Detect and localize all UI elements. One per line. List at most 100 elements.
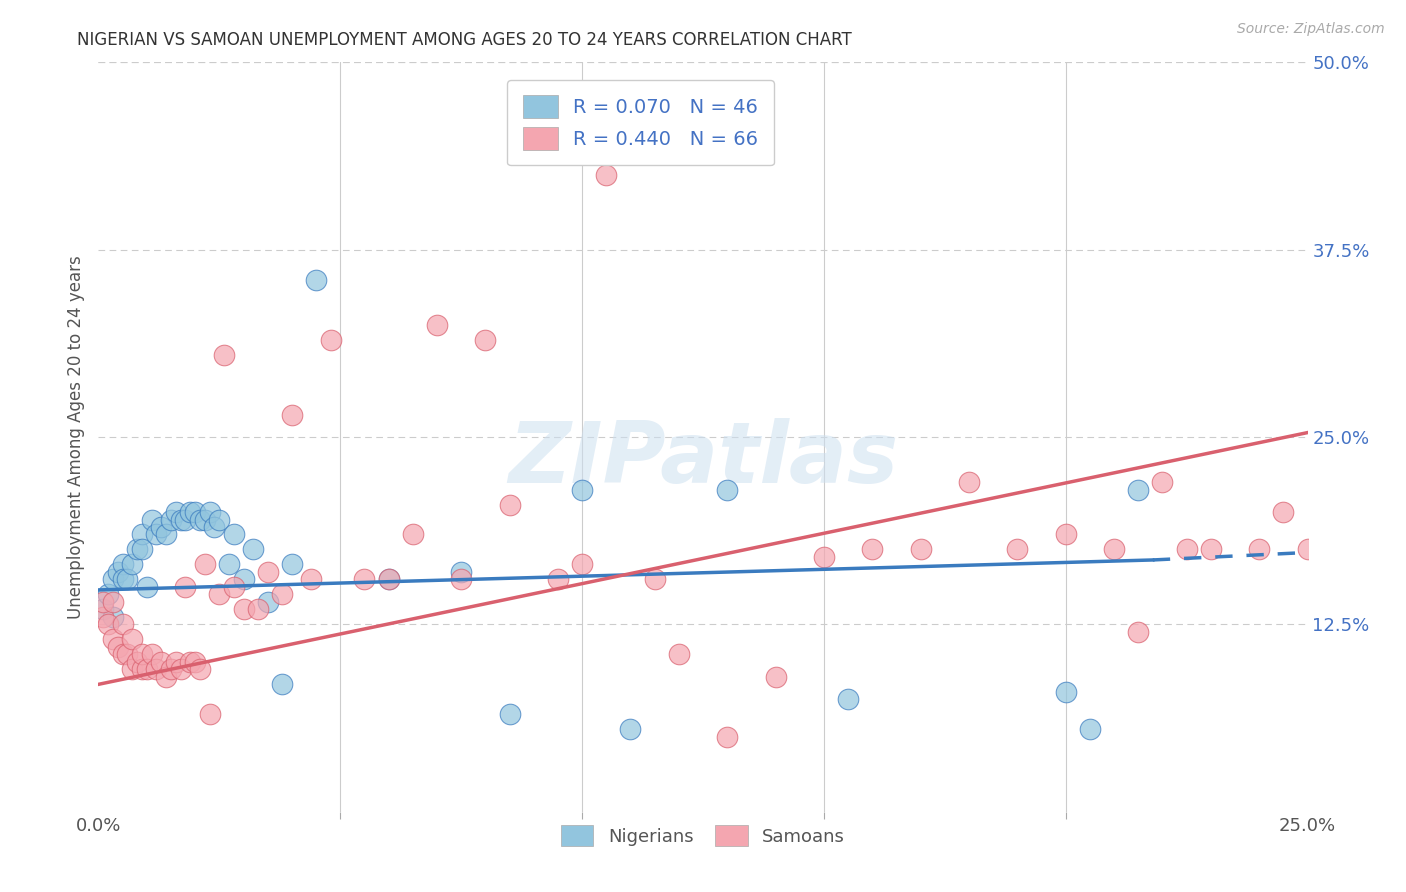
- Point: [1128, 483, 1150, 497]
- Point: [957, 475, 980, 489]
- Point: [232, 573, 254, 587]
- Point: [450, 573, 472, 587]
- Point: [127, 655, 149, 669]
- Point: [256, 595, 278, 609]
- Point: [1296, 542, 1319, 557]
- Point: [194, 512, 217, 526]
- Point: [474, 333, 496, 347]
- Point: [174, 580, 197, 594]
- Point: [184, 655, 207, 669]
- Point: [281, 408, 304, 422]
- Point: [150, 520, 173, 534]
- Point: [837, 692, 859, 706]
- Point: [402, 527, 425, 541]
- Point: [117, 648, 139, 662]
- Point: [184, 505, 207, 519]
- Point: [160, 662, 183, 676]
- Point: [716, 483, 738, 497]
- Text: Source: ZipAtlas.com: Source: ZipAtlas.com: [1237, 22, 1385, 37]
- Point: [141, 648, 163, 662]
- Point: [271, 587, 294, 601]
- Point: [135, 662, 157, 676]
- Point: [256, 565, 278, 579]
- Point: [121, 558, 143, 572]
- Point: [571, 558, 593, 572]
- Point: [101, 573, 124, 587]
- Point: [155, 670, 177, 684]
- Point: [107, 565, 129, 579]
- Point: [145, 527, 167, 541]
- Point: [188, 662, 211, 676]
- Legend: Nigerians, Samoans: Nigerians, Samoans: [553, 816, 853, 855]
- Point: [1272, 505, 1295, 519]
- Point: [571, 483, 593, 497]
- Point: [165, 505, 187, 519]
- Point: [150, 655, 173, 669]
- Point: [204, 520, 226, 534]
- Point: [1152, 475, 1174, 489]
- Point: [222, 527, 245, 541]
- Y-axis label: Unemployment Among Ages 20 to 24 years: Unemployment Among Ages 20 to 24 years: [66, 255, 84, 619]
- Point: [765, 670, 787, 684]
- Point: [232, 602, 254, 616]
- Point: [179, 505, 201, 519]
- Point: [145, 662, 167, 676]
- Point: [450, 565, 472, 579]
- Point: [127, 542, 149, 557]
- Point: [644, 573, 666, 587]
- Point: [1054, 685, 1077, 699]
- Point: [91, 595, 114, 609]
- Point: [101, 595, 124, 609]
- Point: [716, 730, 738, 744]
- Point: [155, 527, 177, 541]
- Point: [619, 723, 641, 737]
- Point: [377, 573, 399, 587]
- Point: [208, 587, 231, 601]
- Point: [247, 602, 270, 616]
- Point: [101, 632, 124, 647]
- Point: [668, 648, 690, 662]
- Point: [208, 512, 231, 526]
- Point: [131, 527, 153, 541]
- Point: [97, 617, 120, 632]
- Point: [141, 512, 163, 526]
- Point: [111, 573, 134, 587]
- Point: [198, 505, 221, 519]
- Point: [131, 542, 153, 557]
- Point: [212, 348, 235, 362]
- Point: [299, 573, 322, 587]
- Point: [1199, 542, 1222, 557]
- Text: NIGERIAN VS SAMOAN UNEMPLOYMENT AMONG AGES 20 TO 24 YEARS CORRELATION CHART: NIGERIAN VS SAMOAN UNEMPLOYMENT AMONG AG…: [77, 31, 852, 49]
- Point: [910, 542, 932, 557]
- Point: [242, 542, 264, 557]
- Point: [860, 542, 883, 557]
- Point: [111, 617, 134, 632]
- Point: [426, 318, 449, 332]
- Point: [111, 558, 134, 572]
- Point: [1078, 723, 1101, 737]
- Text: ZIPatlas: ZIPatlas: [508, 418, 898, 501]
- Point: [1054, 527, 1077, 541]
- Point: [91, 602, 114, 616]
- Point: [353, 573, 375, 587]
- Point: [1102, 542, 1125, 557]
- Point: [121, 632, 143, 647]
- Point: [174, 512, 197, 526]
- Point: [498, 707, 520, 722]
- Point: [1128, 624, 1150, 639]
- Point: [107, 640, 129, 654]
- Point: [198, 707, 221, 722]
- Point: [1175, 542, 1198, 557]
- Point: [218, 558, 240, 572]
- Point: [101, 610, 124, 624]
- Point: [179, 655, 201, 669]
- Point: [813, 549, 835, 564]
- Point: [131, 662, 153, 676]
- Point: [169, 512, 191, 526]
- Point: [117, 573, 139, 587]
- Point: [121, 662, 143, 676]
- Point: [135, 580, 157, 594]
- Point: [194, 558, 217, 572]
- Point: [188, 512, 211, 526]
- Point: [169, 662, 191, 676]
